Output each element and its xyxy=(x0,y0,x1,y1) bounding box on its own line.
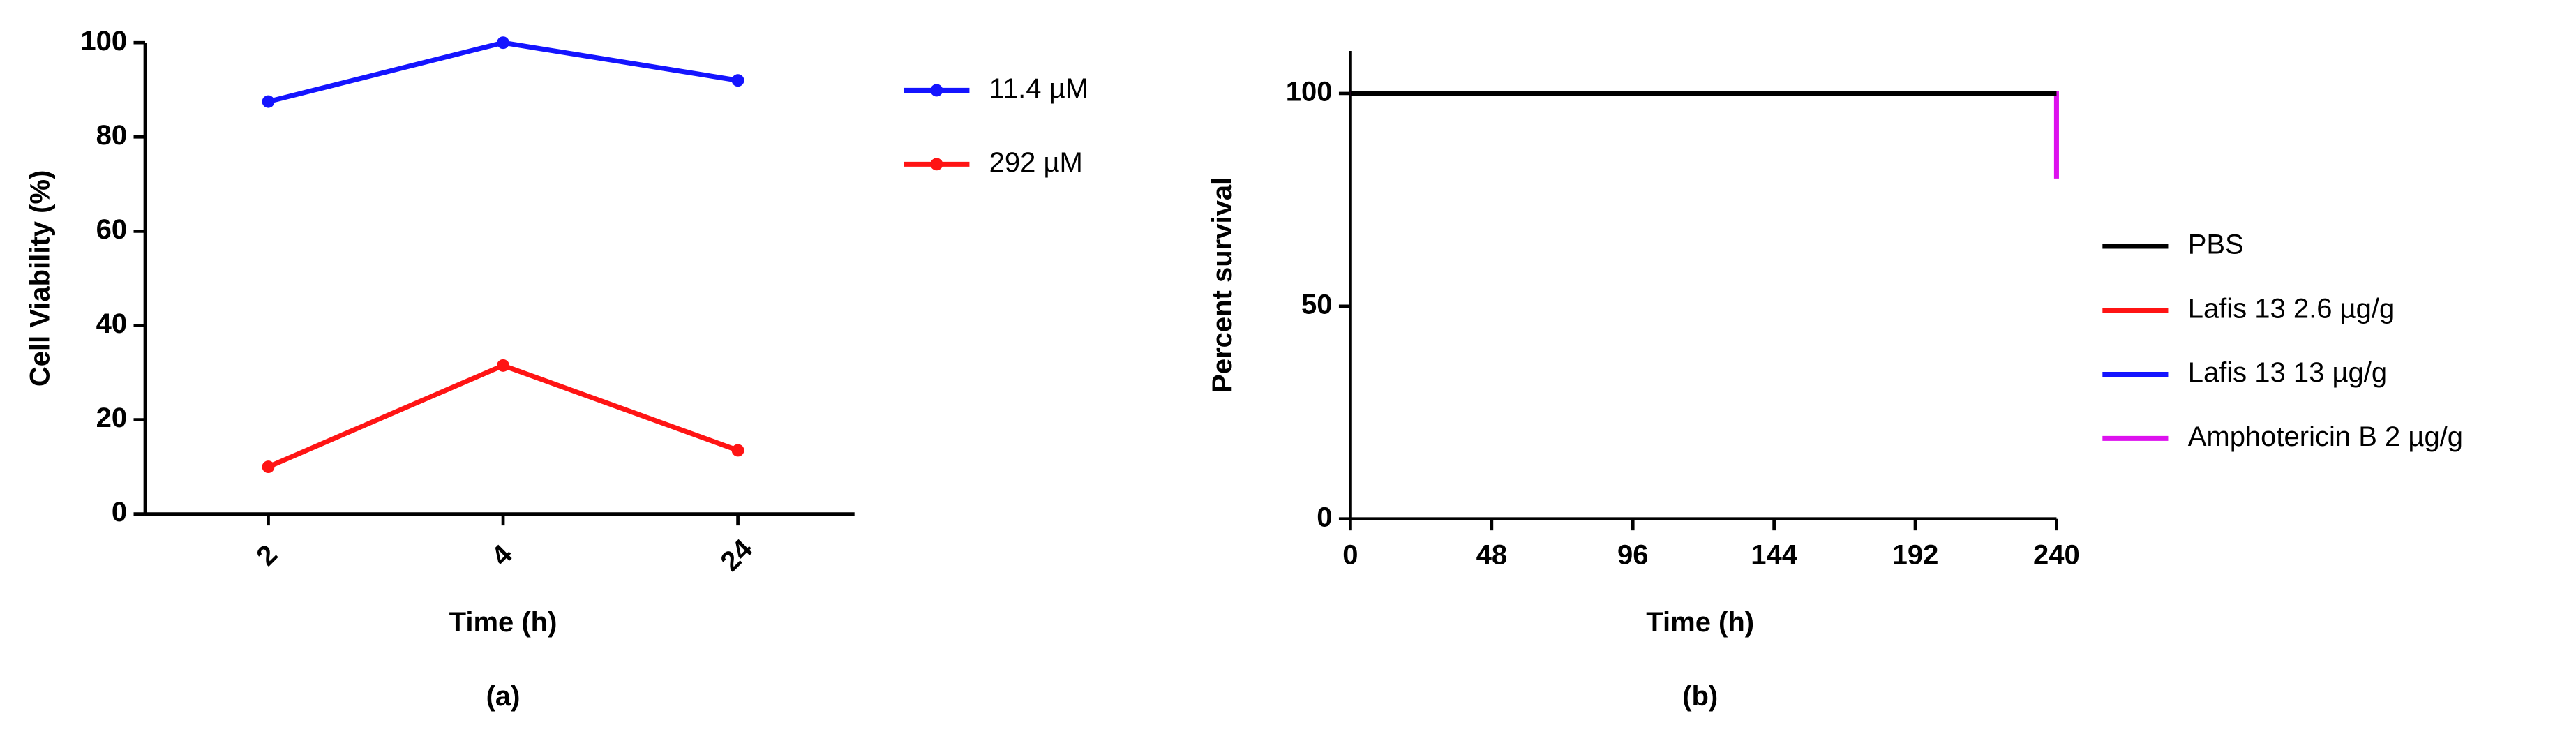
x-tick-label: 4 xyxy=(486,539,518,571)
x-tick-label: 240 xyxy=(2033,539,2080,570)
y-tick-label: 100 xyxy=(1286,76,1333,107)
y-axis-label: Cell Viability (%) xyxy=(24,170,55,387)
y-tick-label: 20 xyxy=(96,403,128,433)
series-line xyxy=(267,40,739,105)
legend-label: PBS xyxy=(2188,230,2244,260)
y-tick-label: 0 xyxy=(112,497,127,527)
panel-label: (b) xyxy=(1682,681,1718,712)
point xyxy=(262,95,275,108)
x-tick-label: 24 xyxy=(715,533,759,577)
series-line xyxy=(267,363,739,470)
legend-label: Amphotericin B 2 µg/g xyxy=(2188,421,2463,452)
y-tick-label: 60 xyxy=(96,214,128,245)
y-tick-label: 50 xyxy=(1301,289,1333,320)
x-tick-label: 192 xyxy=(1892,539,1939,570)
x-tick-label: 144 xyxy=(1751,539,1797,570)
y-tick-label: 40 xyxy=(96,308,128,339)
y-tick-label: 80 xyxy=(96,120,128,151)
legend-label: Lafis 13 13 µg/g xyxy=(2188,357,2387,388)
x-axis-label: Time (h) xyxy=(449,607,557,638)
y-tick-label: 0 xyxy=(1317,502,1332,532)
panel-label: (a) xyxy=(486,681,521,712)
legend-label: Lafis 13 2.6 µg/g xyxy=(2188,293,2395,324)
point xyxy=(497,36,509,50)
y-tick-label: 100 xyxy=(80,26,127,57)
y-axis-label: Percent survival xyxy=(1207,177,1238,393)
legend-label: 11.4 µM xyxy=(989,73,1088,104)
legend-label: 292 µM xyxy=(989,147,1083,178)
x-tick-label: 96 xyxy=(1617,539,1649,570)
x-tick-label: 2 xyxy=(250,539,283,572)
legend-marker xyxy=(930,84,943,97)
x-tick-label: 48 xyxy=(1476,539,1508,570)
point xyxy=(497,359,509,372)
x-axis-label: Time (h) xyxy=(1646,607,1754,638)
point xyxy=(731,444,744,457)
point xyxy=(262,460,275,474)
legend-marker xyxy=(930,158,943,171)
x-tick-label: 0 xyxy=(1342,539,1358,570)
point xyxy=(731,74,744,87)
series-line xyxy=(1350,91,2059,179)
